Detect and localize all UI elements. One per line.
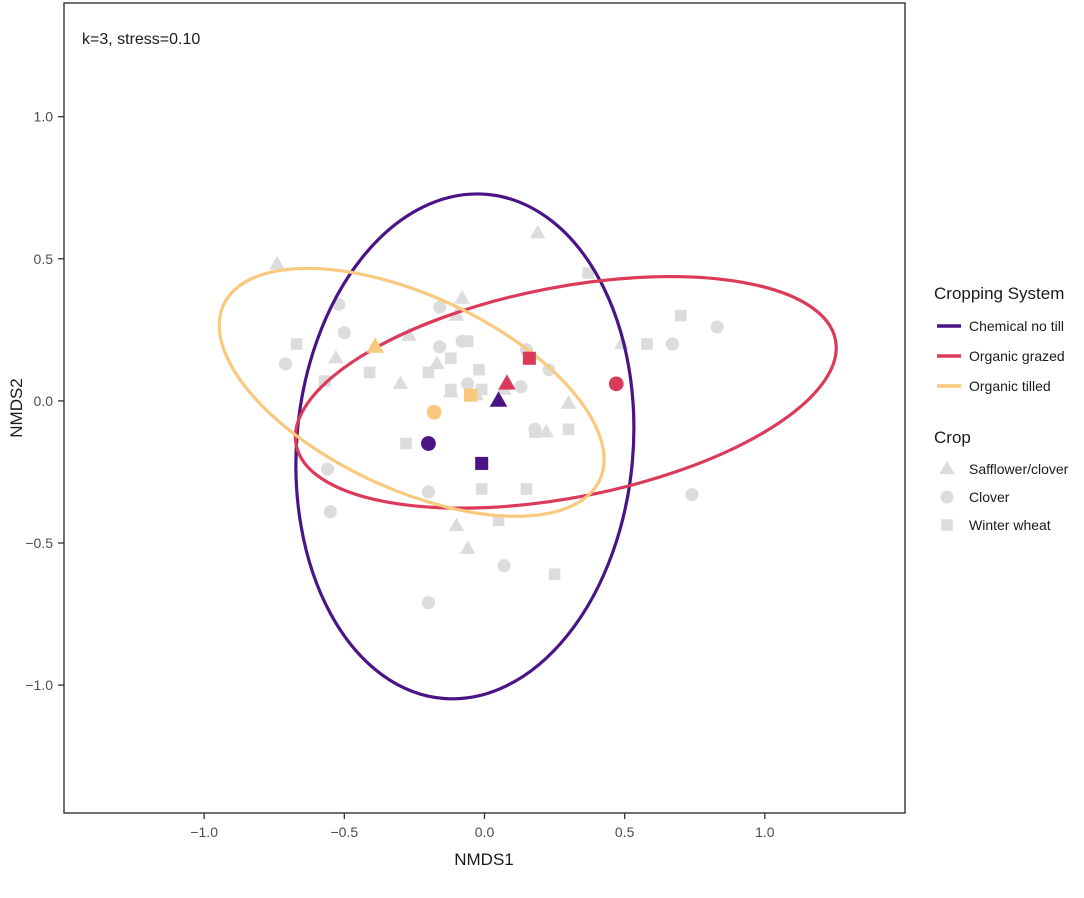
legend-label: Organic grazed [969, 348, 1065, 364]
centroid-organic-tilled-circle [426, 404, 442, 420]
background-point-circle [421, 485, 435, 499]
centroid-organic-grazed-square [522, 351, 536, 365]
legend-label: Chemical no till [969, 318, 1064, 334]
legend-label: Winter wheat [969, 517, 1051, 533]
background-point-triangle [269, 256, 285, 270]
y-axis-title: NMDS2 [7, 378, 26, 438]
background-point-square [318, 375, 331, 387]
x-axis-title: NMDS1 [454, 850, 514, 869]
background-point-square [445, 352, 457, 365]
background-point-triangle [401, 327, 417, 341]
y-tick-label: 0.0 [34, 393, 54, 409]
legend-shape-title: Crop [934, 428, 971, 447]
background-point-square [475, 483, 488, 495]
x-tick-label: 1.0 [755, 824, 775, 840]
background-point-circle [461, 377, 475, 391]
centroid-organic-grazed-circle [608, 376, 624, 392]
background-point-triangle [529, 224, 546, 239]
background-point-circle [665, 337, 679, 351]
centroids-layer [366, 337, 624, 470]
legend-circle-icon [940, 490, 954, 504]
x-tick-label: −1.0 [190, 824, 218, 840]
background-point-square [641, 338, 653, 350]
y-tick-label: 1.0 [34, 109, 54, 125]
legend-label: Safflower/clover [969, 461, 1069, 477]
background-point-circle [320, 462, 335, 476]
background-point-square [492, 514, 505, 527]
centroid-organic-tilled-square [463, 388, 478, 402]
background-point-square [400, 437, 412, 450]
x-tick-label: −0.5 [331, 824, 359, 840]
y-tick-label: 0.5 [34, 251, 54, 267]
centroid-organic-tilled-triangle [366, 337, 384, 353]
stress-annotation: k=3, stress=0.10 [82, 31, 200, 48]
plot-panel [63, 2, 906, 814]
ellipses-layer [217, 192, 838, 701]
background-point-square [520, 483, 533, 495]
background-point-square [475, 383, 488, 396]
y-tick-label: −1.0 [25, 677, 53, 693]
legend-triangle-icon [939, 460, 955, 475]
background-point-triangle [392, 375, 409, 390]
legend-color-items: Chemical no till Organic grazed Organic ti… [937, 318, 1065, 394]
y-tick-label: −0.5 [25, 535, 53, 551]
background-point-circle [337, 326, 351, 340]
x-tick-label: 0.5 [615, 824, 635, 840]
background-point-square [290, 338, 303, 350]
background-point-circle [685, 488, 699, 502]
background-point-triangle [459, 540, 476, 554]
background-point-triangle [429, 355, 445, 370]
background-point-square [473, 363, 485, 376]
legend-label: Organic tilled [969, 378, 1051, 394]
background-point-square [445, 383, 457, 396]
background-point-circle [433, 300, 447, 314]
background-point-square [548, 568, 561, 581]
background-point-square [461, 335, 474, 348]
background-point-triangle [448, 517, 465, 532]
ellipse-organic-tilled [217, 266, 606, 518]
ellipse-chemical-no-till [294, 192, 636, 701]
centroid-organic-grazed-triangle [498, 374, 516, 390]
background-point-circle [514, 380, 528, 394]
background-point-square [562, 423, 575, 436]
legend-square-icon [941, 519, 953, 531]
background-point-circle [497, 559, 511, 573]
legend-label: Clover [969, 489, 1010, 505]
background-point-circle [278, 357, 293, 371]
background-point-circle [421, 596, 435, 610]
background-point-circle [323, 505, 337, 519]
centroid-chemical-no-till-circle [421, 436, 436, 451]
background-point-circle [433, 340, 447, 354]
x-tick-label: 0.0 [475, 824, 495, 840]
background-point-square [363, 366, 376, 379]
background-point-triangle [560, 395, 577, 409]
legend-shape-items: Safflower/clover Clover Winter wheat [939, 460, 1069, 533]
legend-color-title: Cropping System [934, 284, 1064, 303]
centroid-chemical-no-till-triangle [489, 391, 508, 407]
background-point-circle [710, 320, 724, 334]
legend: Cropping System Chemical no till Organic … [934, 284, 1069, 533]
centroid-chemical-no-till-square [475, 456, 489, 470]
background-point-square [422, 366, 435, 379]
background-point-square [582, 267, 595, 279]
background-point-square [674, 309, 687, 322]
background-point-square [529, 426, 541, 438]
background-point-triangle [328, 349, 344, 364]
background-point-triangle [538, 423, 554, 438]
axes: −1.0 −0.5 0.0 0.5 1.0 1.0 0.5 0.0 −0.5 −1.0 [25, 109, 774, 840]
plot-area [63, 2, 906, 814]
background-point-triangle [454, 290, 470, 304]
